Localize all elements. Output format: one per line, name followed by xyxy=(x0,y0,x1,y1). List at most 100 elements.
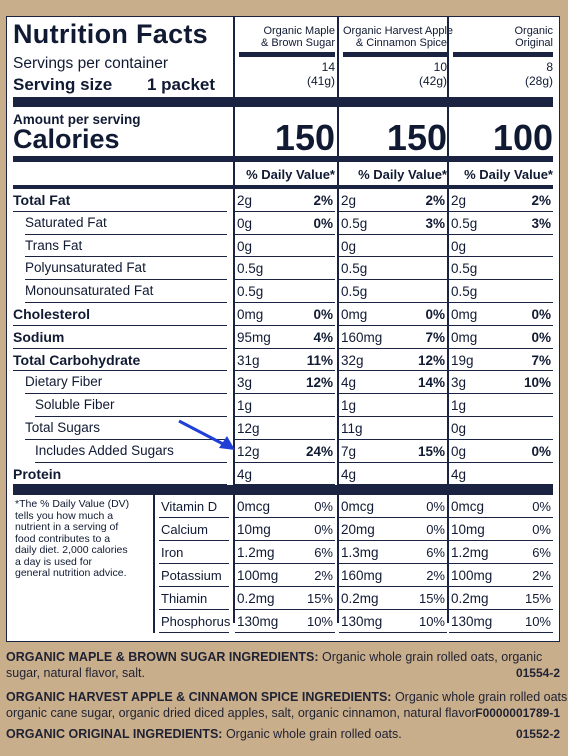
nutrient-amount: 95mg xyxy=(237,329,271,345)
column-rule xyxy=(239,52,335,57)
nutrient-amount: 0.5g xyxy=(341,261,368,277)
nutrient-amount: 4g xyxy=(341,466,357,482)
serving-weight: (41g) xyxy=(306,74,335,88)
vitamin-dv: 6% xyxy=(314,545,333,561)
row-rule xyxy=(35,416,227,417)
footnote-line: tells you how much a xyxy=(15,509,114,522)
row-rule xyxy=(235,393,335,395)
nutrient-dv: 0% xyxy=(313,307,333,322)
nutrient-amount: 0.5g xyxy=(451,215,478,231)
row-rule xyxy=(339,438,447,440)
nutrient-amount: 19g xyxy=(451,352,474,368)
row-rule xyxy=(339,256,447,258)
nutrient-dv: 7% xyxy=(531,352,551,368)
row-rule xyxy=(235,517,335,519)
row-rule xyxy=(13,484,227,486)
row-rule xyxy=(449,233,553,235)
serving-size-value: 1 packet xyxy=(147,75,216,94)
amount-label: Amount per serving xyxy=(13,112,141,127)
row-rule xyxy=(449,484,553,486)
serving-size-label: Serving size xyxy=(13,75,113,94)
row-rule xyxy=(449,438,553,440)
vitamin-dv: 0% xyxy=(532,522,551,538)
row-rule xyxy=(25,393,227,395)
nutrient-label: Soluble Fiber xyxy=(35,397,115,413)
nutrient-dv: 2% xyxy=(425,193,445,208)
product-code: F0000001789-1 xyxy=(475,706,560,720)
row-rule xyxy=(235,233,335,235)
vitamin-amount: 160mg xyxy=(341,568,383,584)
nutrient-dv: 0% xyxy=(531,307,551,322)
column-rule xyxy=(343,52,447,57)
row-rule xyxy=(235,370,335,372)
ingredient-line: ORGANIC HARVEST APPLE & CINNAMON SPICE I… xyxy=(6,690,568,705)
vitamin-amount: 10mg xyxy=(451,522,485,538)
calories-label: Calories xyxy=(13,124,120,154)
row-rule xyxy=(449,302,553,303)
nutrient-dv: 0% xyxy=(425,307,445,322)
row-rule xyxy=(235,324,335,326)
nutrient-amount: 0.5g xyxy=(237,261,264,277)
column-name-line2: & Cinnamon Spice xyxy=(355,37,447,49)
row-rule xyxy=(339,609,447,611)
nutrient-dv: 10% xyxy=(523,375,551,391)
row-rule xyxy=(235,632,335,634)
arrow-shaft xyxy=(178,419,226,447)
servings-value: 14 xyxy=(321,60,335,74)
ingredient-text: Organic whole grain rolled oats. xyxy=(225,727,402,741)
nutrient-amount: 0g xyxy=(451,443,467,459)
dv-header: % Daily Value* xyxy=(358,167,447,182)
nutrient-label: Total Fat xyxy=(13,192,71,208)
column-rule xyxy=(453,52,553,57)
arrow-head xyxy=(219,436,235,450)
vitamin-label: Vitamin D xyxy=(161,499,218,515)
vitamin-amount: 0.2mg xyxy=(451,591,489,607)
vitamin-amount: 0mcg xyxy=(237,499,271,515)
nutrient-amount: 0mg xyxy=(237,307,264,322)
nutrient-amount: 7g xyxy=(341,443,357,459)
nutrient-amount: 32g xyxy=(341,352,364,368)
vitamin-amount: 0.2mg xyxy=(237,591,275,607)
vitamin-amount: 1.3mg xyxy=(341,545,379,561)
nutrient-amount: 11g xyxy=(341,421,363,436)
vitamin-amount: 130mg xyxy=(451,614,493,630)
row-rule xyxy=(235,279,335,281)
row-rule xyxy=(339,370,447,372)
ingredient-text: Organic whole grain rolled oats, xyxy=(394,690,568,704)
row-rule xyxy=(449,347,553,349)
row-rule xyxy=(13,324,227,326)
row-rule xyxy=(339,210,447,212)
vitamin-dv: 6% xyxy=(532,545,551,561)
row-rule xyxy=(449,370,553,372)
footnote-line: food contributes to a xyxy=(15,532,111,545)
nutrient-dv: 12% xyxy=(305,375,333,391)
row-rule xyxy=(339,416,447,417)
vitamin-amount: 130mg xyxy=(237,614,279,630)
vitamin-amount: 100mg xyxy=(451,568,493,584)
ingredient-line2: sugar, natural flavor, salt. xyxy=(6,666,145,680)
ingredient-line: ORGANIC ORIGINAL INGREDIENTS: Organic wh… xyxy=(6,727,562,742)
vitamin-dv: 15% xyxy=(524,591,551,607)
column-divider xyxy=(337,17,339,623)
calories-value: 150 xyxy=(274,117,335,158)
nutrient-label: Polyunsaturated Fat xyxy=(25,260,146,276)
nutrient-amount: 3g xyxy=(237,375,253,391)
row-rule xyxy=(235,484,335,486)
nutrient-amount: 0g xyxy=(237,215,253,231)
vitamin-amount: 0mcg xyxy=(341,499,375,515)
nutrient-amount: 0.5g xyxy=(451,261,478,277)
row-rule xyxy=(159,517,229,519)
nutrient-dv: 2% xyxy=(313,193,333,208)
row-rule xyxy=(235,586,335,588)
column-divider xyxy=(233,17,235,623)
vitamin-dv: 6% xyxy=(426,545,445,561)
row-rule xyxy=(25,302,227,303)
nutrient-dv: 0% xyxy=(531,443,551,459)
vitamin-amount: 10mg xyxy=(237,522,271,538)
row-rule xyxy=(449,461,553,463)
nutrient-amount: 160mg xyxy=(341,329,383,345)
nutrient-amount: 2g xyxy=(341,193,357,208)
row-rule xyxy=(35,461,227,463)
nutrient-label: Sodium xyxy=(13,328,65,345)
row-rule xyxy=(449,256,553,258)
